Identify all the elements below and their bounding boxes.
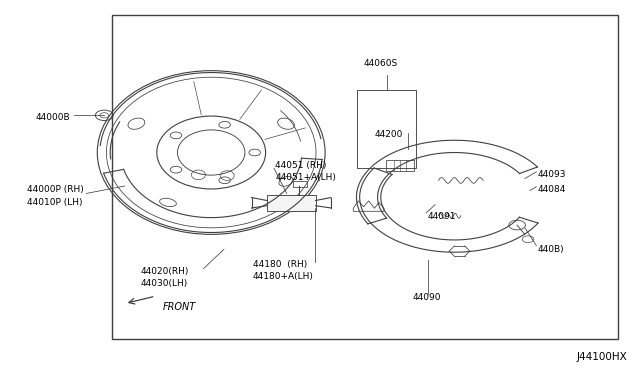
Text: 44060S: 44060S [364, 59, 398, 68]
Bar [112, 15, 618, 339]
Text: FRONT: FRONT [163, 302, 196, 312]
Text: 44000B: 44000B [35, 113, 70, 122]
Text: 44051+A(LH): 44051+A(LH) [275, 173, 336, 182]
Text: 44084: 44084 [538, 185, 566, 194]
Text: 44090: 44090 [413, 293, 442, 302]
Text: 44091: 44091 [428, 212, 456, 221]
Text: 440B): 440B) [538, 245, 564, 254]
Text: 44000P (RH): 44000P (RH) [27, 185, 84, 194]
Text: J44100HX: J44100HX [577, 352, 627, 362]
Text: 44051 (RH): 44051 (RH) [275, 161, 326, 170]
Text: 44180  (RH): 44180 (RH) [253, 260, 307, 269]
Text: 44010P (LH): 44010P (LH) [27, 198, 83, 207]
FancyBboxPatch shape [267, 195, 316, 211]
Text: 44093: 44093 [538, 170, 566, 179]
Text: 44030(LH): 44030(LH) [141, 279, 188, 288]
Text: 44200: 44200 [374, 130, 403, 139]
Text: 44180+A(LH): 44180+A(LH) [253, 272, 314, 280]
Text: 44020(RH): 44020(RH) [141, 267, 189, 276]
